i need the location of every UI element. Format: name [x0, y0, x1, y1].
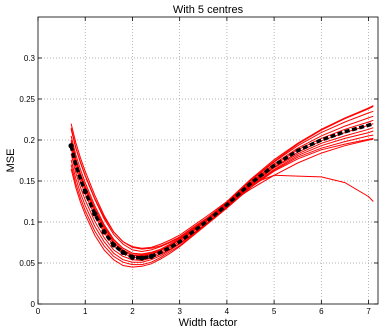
x-tick-label: 7	[366, 307, 371, 316]
y-tick-label: 0.3	[24, 54, 36, 63]
mean-point	[148, 253, 154, 260]
x-tick-label: 3	[177, 307, 182, 316]
mean-curve	[68, 121, 374, 261]
mean-point	[110, 242, 117, 248]
mean-point	[139, 255, 145, 261]
mean-point	[101, 229, 107, 235]
plot-frame	[37, 16, 379, 305]
x-tick-label: 5	[272, 307, 277, 316]
run-line	[70, 105, 374, 250]
mean-point	[120, 249, 126, 255]
y-tick-label: 0.1	[24, 218, 36, 227]
mean-point	[129, 254, 136, 260]
y-tick-label: 0.15	[19, 177, 35, 186]
y-axis-label: MSE	[5, 149, 17, 173]
run-line	[70, 137, 374, 268]
run-line	[70, 134, 374, 266]
run-line	[70, 127, 374, 262]
run-line	[70, 138, 374, 255]
x-axis-label: Width factor	[179, 317, 238, 329]
y-tick-label: 0.2	[24, 136, 36, 145]
chart-title: With 5 centres	[173, 4, 244, 16]
y-tick-label: 0.05	[19, 259, 35, 268]
grid	[38, 17, 378, 304]
axis-ticks: 0 1 2 3 4 5 6 7 0 0.05 0.1 0.15 0.2 0.25 0.3	[19, 17, 378, 316]
x-tick-label: 0	[36, 307, 41, 316]
mean-line	[69, 121, 374, 260]
run-curves	[70, 105, 374, 268]
x-tick-label: 6	[319, 307, 324, 316]
run-line	[70, 115, 374, 256]
x-tick-label: 1	[83, 307, 88, 316]
x-tick-label: 2	[130, 307, 135, 316]
y-tick-label: 0.25	[19, 95, 35, 104]
mean-point	[92, 211, 98, 217]
run-line	[70, 130, 374, 263]
run-line	[70, 110, 374, 253]
y-tick-label: 0	[31, 300, 36, 309]
run-line	[70, 143, 374, 257]
x-tick-label: 4	[225, 307, 230, 316]
run-line	[70, 105, 374, 249]
mean-point	[82, 189, 88, 195]
mean-point	[68, 143, 74, 149]
